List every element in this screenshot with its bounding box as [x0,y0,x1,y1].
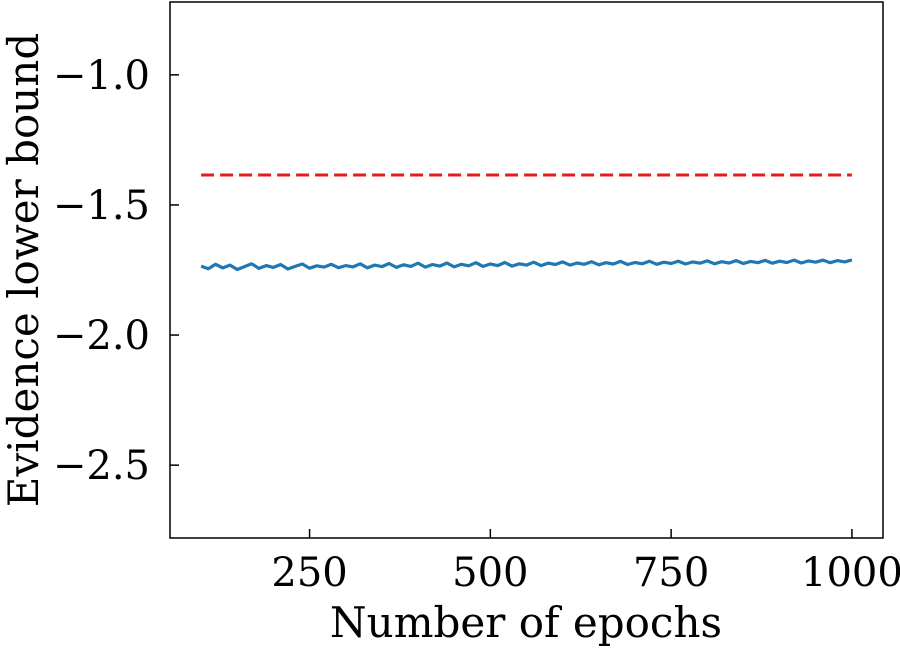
y-tick-label: −2.0 [53,313,150,359]
y-tick-label: −1.5 [53,183,150,229]
x-tick-label: 250 [271,550,347,596]
elbo-series-line [200,258,853,272]
x-tick-label: 750 [633,550,709,596]
x-axis-label: Number of epochs [330,598,722,647]
y-tick-label: −2.5 [53,443,150,489]
series [200,173,853,272]
plot-frame [169,1,884,539]
x-tick-label: 1000 [801,550,900,596]
ticks: 250 500 750 1000 −1.0 −1.5 −2.0 −2.5 [53,53,900,596]
y-tick-label: −1.0 [53,53,150,99]
y-axis-label: Evidence lower bound [0,33,48,507]
x-tick-label: 500 [452,550,528,596]
